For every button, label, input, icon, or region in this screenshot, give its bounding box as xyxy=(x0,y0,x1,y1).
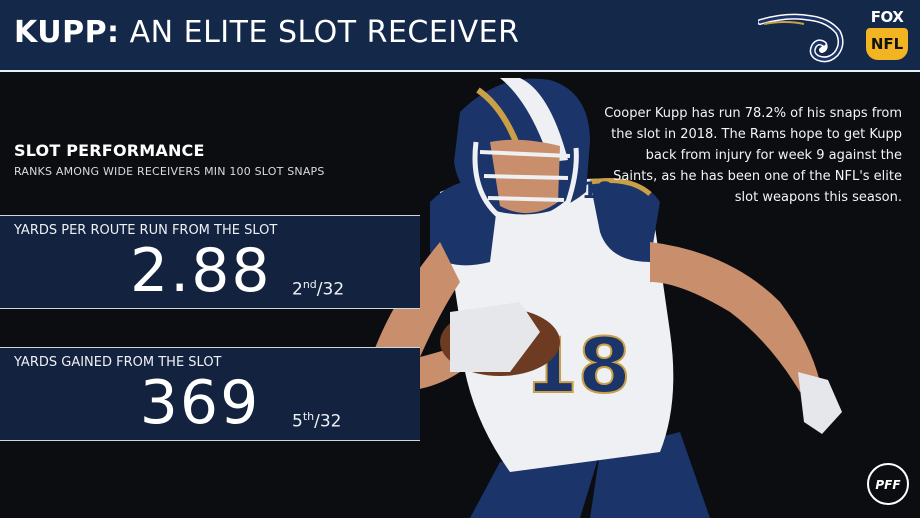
football-player-photo: 18 18 xyxy=(367,78,842,518)
section-subtitle: RANKS AMONG WIDE RECEIVERS MIN 100 SLOT … xyxy=(14,165,325,178)
rams-horn-logo-icon xyxy=(758,13,844,63)
stat-rank: 5th/32 xyxy=(292,410,342,432)
page-title: KUPP: AN ELITE SLOT RECEIVER xyxy=(14,15,519,50)
stat-yards-gained: YARDS GAINED FROM THE SLOT 369 5th/32 xyxy=(0,347,420,441)
stat-yards-per-route: YARDS PER ROUTE RUN FROM THE SLOT 2.88 2… xyxy=(0,215,420,309)
stat-value: 369 xyxy=(139,368,261,438)
title-subtitle: AN ELITE SLOT RECEIVER xyxy=(129,15,520,50)
fox-nfl-logo: FOX NFL xyxy=(864,8,910,62)
stat-value: 2.88 xyxy=(130,236,272,306)
stat-rank: 2nd/32 xyxy=(292,278,345,300)
stat-label: YARDS PER ROUTE RUN FROM THE SLOT xyxy=(14,223,278,238)
nfl-shield-icon: NFL xyxy=(866,28,908,60)
pff-logo-icon: PFF xyxy=(867,463,909,505)
shoulder-number: 18 xyxy=(582,179,613,204)
svg-text:PFF: PFF xyxy=(875,478,901,492)
header-divider xyxy=(0,70,920,72)
stat-label: YARDS GAINED FROM THE SLOT xyxy=(14,355,222,370)
section-title: SLOT PERFORMANCE xyxy=(14,141,205,160)
fox-logo-text: FOX xyxy=(870,8,904,26)
description-text: Cooper Kupp has run 78.2% of his snaps f… xyxy=(604,106,902,205)
nfl-logo-text: NFL xyxy=(870,35,904,53)
title-player-name: KUPP: xyxy=(14,15,120,50)
header-bar xyxy=(0,0,920,70)
